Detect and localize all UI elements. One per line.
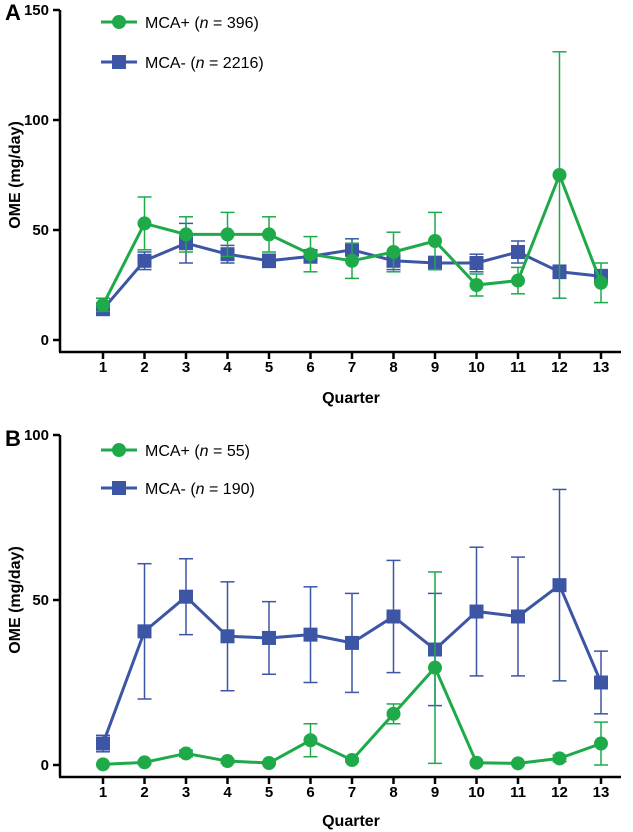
panel-a-mca-plus-point-2 [137,216,152,231]
panel-b-mca-plus-point-5 [262,756,276,771]
panel-b-mca-minus-point-6 [303,627,318,642]
panel-b-x-tick-label-10: 10 [468,784,485,801]
panel-a-mca-plus-point-3 [179,227,193,242]
panel-a-x-tick-label-11: 11 [510,359,526,376]
panel-a-x-tick-label-2: 2 [140,359,148,376]
panel-a-mca-plus-point-8 [386,245,401,259]
panel-a-legend-mca-minus-label: MCA- (n = 2216) [145,55,264,72]
panel-a-mca-plus-point-4 [220,227,235,242]
panel-b-mca-minus-point-1 [96,736,110,751]
panel-a-y-tick-label-0: 0 [41,332,49,349]
panel-b-mca-plus-point-2 [137,755,152,770]
panel-b-mca-minus-point-10 [469,604,484,619]
panel-b-y-tick-label-0: 0 [41,757,49,774]
panel-b-x-tick-label-7: 7 [348,784,356,801]
panel-a-x-tick-label-4: 4 [223,359,232,376]
panel-b-x-tick-label-1: 1 [99,784,107,801]
panel-b-label: B [5,426,21,451]
panel-a-mca-plus-point-12 [552,168,567,182]
panel-b-mca-plus-point-12 [552,751,567,766]
panel-a-mca-minus-point-10 [469,256,484,270]
panel-b-mca-minus-point-11 [511,609,525,624]
panel-b-mca-minus-point-2 [137,624,152,639]
panel-a-legend-mca-plus-marker [112,15,126,29]
panel-b-x-tick-label-5: 5 [265,784,273,801]
panel-b-mca-plus-point-1 [96,757,110,772]
panel-a-x-tick-label-10: 10 [468,359,485,376]
panel-a-mca-plus-point-13 [594,275,608,290]
panel-b-x-tick-label-4: 4 [223,784,232,801]
panel-b-y-tick-label-50: 50 [32,592,49,609]
panel-b-legend-mca-minus-marker [112,481,126,495]
panel-b-mca-plus-point-8 [386,706,401,721]
panel-a-mca-minus-point-2 [137,253,152,268]
panel-b-x-axis-title: Quarter [322,813,380,830]
panel-b-legend-mca-plus-label: MCA+ (n = 55) [145,443,250,460]
panel-a-x-tick-label-8: 8 [389,359,397,376]
panel-a-x-tick-label-1: 1 [99,359,107,376]
panel-a-x-tick-label-5: 5 [265,359,273,376]
panel-a-x-tick-label-7: 7 [348,359,356,376]
panel-a-y-tick-label-100: 100 [24,112,49,129]
panel-a-mca-minus-point-5 [262,253,276,268]
panel-b-mca-minus-point-7 [345,635,359,650]
panel-a-x-tick-label-12: 12 [551,359,568,376]
panel-a-y-tick-label-50: 50 [32,222,49,239]
panel-a-mca-plus-point-9 [428,234,442,248]
panel-b-mca-minus-point-13 [594,675,608,690]
panel-b-x-tick-label-2: 2 [140,784,148,801]
panel-a-mca-minus-point-11 [511,245,525,259]
panel-b-mca-plus-point-3 [179,746,193,761]
panel-a-legend-mca-minus-marker [112,55,126,69]
panel-b-x-tick-label-13: 13 [593,784,610,801]
panel-a-label: A [5,0,21,25]
panel-b-mca-plus-point-10 [469,755,484,770]
panel-b-mca-plus-point-9 [428,660,442,675]
panel-b-x-tick-label-6: 6 [306,784,314,801]
panel-a-x-tick-label-6: 6 [306,359,314,376]
panel-b-mca-plus-point-6 [303,733,318,748]
panel-b-legend-mca-minus-label: MCA- (n = 190) [145,481,255,498]
panel-b-legend: MCA+ (n = 55) MCA- (n = 190) [101,443,255,498]
panel-a-mca-plus-point-1 [96,297,110,312]
panel-a-mca-plus-point-5 [262,227,276,242]
panel-a-legend-mca-plus-label: MCA+ (n = 396) [145,15,259,32]
panel-b-mca-plus-point-4 [220,754,235,769]
panel-b-mca-minus-point-8 [386,609,401,624]
panel-a-mca-plus-point-6 [303,247,318,262]
panel-a-mca-plus-point-7 [345,253,359,268]
panel-b-x-tick-label-11: 11 [510,784,526,801]
panel-a-legend: MCA+ (n = 396) MCA- (n = 2216) [101,15,264,72]
panel-b-mca-minus-point-12 [552,578,567,593]
panel-a-x-axis-title: Quarter [322,390,380,407]
panel-b-mca-minus-point-4 [220,629,235,644]
panel-b-mca-plus-point-11 [511,756,525,771]
panel-b-y-axis-title: OME (mg/day) [7,546,24,654]
panel-b-x-tick-label-12: 12 [551,784,568,801]
panel-a-mca-plus-point-10 [469,278,484,292]
panel-a-y-axis-title: OME (mg/day) [7,121,24,229]
panel-a-x-tick-label-9: 9 [431,359,439,376]
panel-a-x-tick-label-3: 3 [182,359,190,376]
panel-a-x-tick-label-13: 13 [593,359,610,376]
panel-b-mca-minus-point-5 [262,630,276,645]
panel-b-mca-plus-point-13 [594,736,608,751]
panel-b-mca-minus-point-3 [179,589,193,604]
panel-b-x-tick-label-3: 3 [182,784,190,801]
panel-b-x-tick-label-8: 8 [389,784,397,801]
panel-b-mca-plus-point-7 [345,753,359,768]
panel-a-y-tick-label-150: 150 [24,2,49,19]
panel-a-mca-plus-point-11 [511,273,525,288]
panel-b-legend-mca-plus-marker [112,443,126,457]
panel-b-y-tick-label-100: 100 [24,427,49,444]
panel-b-x-tick-label-9: 9 [431,784,439,801]
